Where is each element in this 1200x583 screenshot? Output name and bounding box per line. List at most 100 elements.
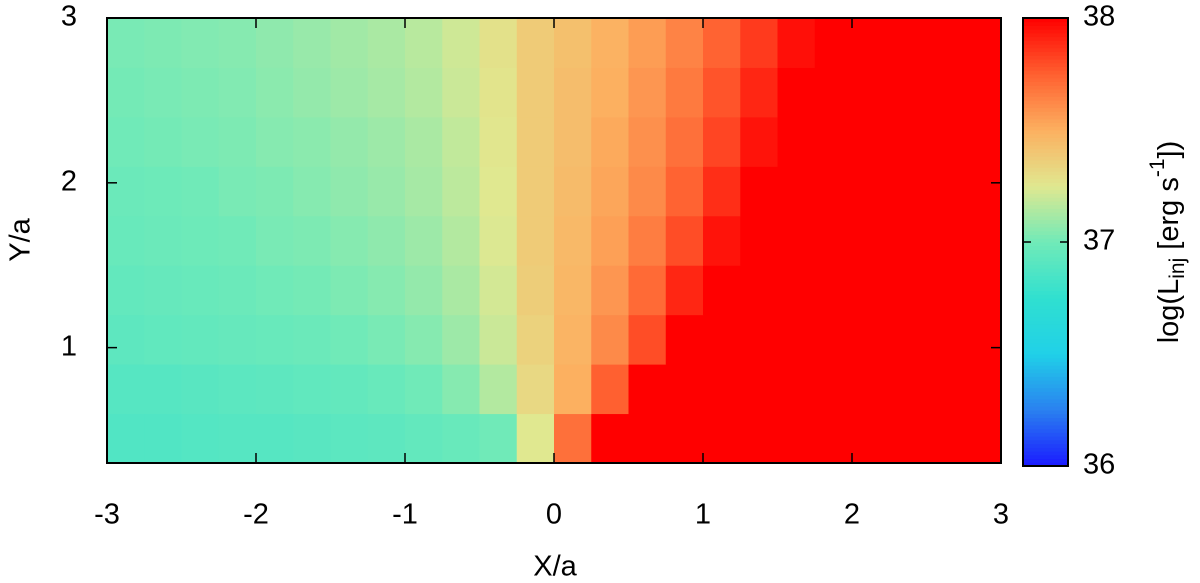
colorbar-tick-label: 37 (1083, 225, 1115, 257)
colorbar-band (1023, 77, 1068, 82)
heatmap-cell (367, 18, 406, 68)
heatmap-cell (777, 67, 816, 118)
colorbar-band (1023, 268, 1068, 273)
y-axis-label: Y/a (5, 217, 37, 261)
heatmap-cell (777, 166, 816, 217)
colorbar-band (1023, 298, 1068, 303)
heatmap-cell (963, 265, 1002, 316)
heatmap-cell (516, 166, 555, 217)
heatmap-cell (926, 413, 965, 464)
heatmap-cell (256, 116, 294, 167)
colorbar-band (1023, 21, 1068, 26)
heatmap-cell (963, 314, 1002, 365)
colorbar-band (1023, 227, 1068, 232)
heatmap-cell (889, 314, 927, 365)
heatmap-cell (665, 67, 704, 118)
colorbar-band (1023, 316, 1068, 321)
heatmap-cell (218, 265, 257, 316)
heatmap-cell (889, 67, 927, 118)
colorbar-band (1023, 111, 1068, 116)
heatmap-cell (703, 116, 741, 167)
heatmap-cell (889, 116, 927, 167)
colorbar-band (1023, 357, 1068, 362)
colorbar-band (1023, 152, 1068, 157)
colorbar: 36 37 38 (1022, 1, 1115, 481)
heatmap-cell (740, 18, 778, 68)
colorbar-band (1023, 29, 1068, 34)
colorbar-band (1023, 256, 1068, 262)
colorbar-band (1023, 380, 1068, 385)
heatmap-cell (777, 364, 816, 415)
heatmap-cell (814, 67, 853, 118)
heatmap-cell (516, 265, 555, 316)
heatmap-cell (144, 215, 182, 266)
colorbar-band (1023, 100, 1068, 105)
colorbar-band (1023, 249, 1068, 254)
heatmap-cell (442, 215, 480, 266)
colorbar-band (1023, 88, 1068, 94)
heatmap-cell (554, 364, 592, 415)
heatmap-cell (814, 364, 853, 415)
colorbar-band (1023, 137, 1068, 142)
heatmap-cell (963, 18, 1002, 68)
heatmap-cell (218, 116, 257, 167)
heatmap-cell (442, 166, 480, 217)
colorbar-band (1023, 107, 1068, 112)
colorbar-band (1023, 365, 1068, 370)
colorbar-band (1023, 436, 1068, 441)
heatmap-cell (516, 116, 555, 167)
heatmap-cell (330, 18, 369, 68)
heatmap-cell (852, 18, 890, 68)
heatmap-cell (963, 166, 1002, 217)
heatmap-cell (218, 215, 257, 266)
heatmap-cell (740, 67, 778, 118)
colorbar-band (1023, 335, 1068, 340)
colorbar-band (1023, 245, 1068, 250)
heatmap-cell (330, 413, 369, 464)
heatmap-cell (144, 265, 182, 316)
heatmap-cell (479, 116, 518, 167)
heatmap-cell (516, 18, 555, 68)
colorbar-tick-label: 36 (1083, 449, 1115, 481)
heatmap-cell (703, 215, 741, 266)
heatmap-cell (852, 166, 890, 217)
colorbar-band (1023, 264, 1068, 269)
heatmap-cell (814, 18, 853, 68)
heatmap-cell (107, 18, 145, 68)
heatmap-cell (367, 314, 406, 365)
heatmap-cell (256, 413, 294, 464)
x-tick-label: 0 (546, 499, 562, 531)
heatmap-cell (405, 265, 443, 316)
heatmap-cell (107, 413, 145, 464)
heatmap-cell (405, 364, 443, 415)
heatmap-cell (554, 215, 592, 266)
heatmap-cell (293, 116, 331, 167)
heatmap-cell (628, 116, 667, 167)
heatmap-cell (218, 18, 257, 68)
colorbar-band (1023, 178, 1068, 183)
heatmap-cell (442, 116, 480, 167)
heatmap-cell (926, 116, 965, 167)
label-part: [erg s (1153, 177, 1185, 258)
colorbar-band (1023, 66, 1068, 71)
heatmap-cell (144, 18, 182, 68)
heatmap-cell (628, 67, 667, 118)
heatmap-cell (852, 116, 890, 167)
heatmap-cell (740, 116, 778, 167)
colorbar-band (1023, 25, 1068, 30)
heatmap-cell (554, 18, 592, 68)
heatmap-cell (963, 413, 1002, 464)
heatmap-cell (554, 413, 592, 464)
colorbar-band (1023, 395, 1068, 400)
heatmap-cell (740, 265, 778, 316)
heatmap-cell (293, 314, 331, 365)
colorbar-band (1023, 163, 1068, 168)
heatmap-cell (591, 265, 629, 316)
heatmap-cell (367, 413, 406, 464)
colorbar-band (1023, 417, 1068, 422)
heatmap-cell (293, 215, 331, 266)
heatmap-cell (963, 364, 1002, 415)
heatmap-cell (591, 314, 629, 365)
heatmap-cell (628, 18, 667, 68)
